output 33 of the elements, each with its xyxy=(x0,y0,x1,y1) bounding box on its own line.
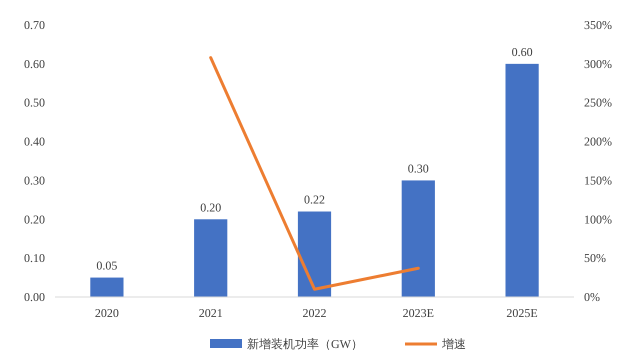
y2-tick-label: 100% xyxy=(584,212,612,226)
y2-tick-label: 200% xyxy=(584,134,612,149)
bar xyxy=(298,212,332,297)
y-tick-label: 0.00 xyxy=(24,290,45,304)
text: 0.60 xyxy=(512,44,533,59)
bar xyxy=(505,64,539,297)
y2-tick-label: 250% xyxy=(584,96,612,110)
legend-label: 新增装机功率（GW） xyxy=(247,337,363,351)
bar xyxy=(402,180,435,297)
bar xyxy=(90,278,124,297)
y-tick-label: 0.40 xyxy=(24,134,45,149)
y-tick-label: 0.60 xyxy=(24,56,45,71)
x-tick-label: 2025E xyxy=(506,306,538,320)
bar xyxy=(194,219,228,297)
y-tick-label: 0.50 xyxy=(24,96,45,110)
x-tick-label: 2020 xyxy=(94,306,119,320)
x-tick-label: 2023E xyxy=(402,306,434,320)
text: 0.20 xyxy=(200,200,222,214)
y2-tick-label: 0% xyxy=(584,290,600,304)
legend-label: 增速 xyxy=(441,337,466,351)
x-tick-label: 2022 xyxy=(302,306,326,320)
y-tick-label: 0.30 xyxy=(24,173,45,188)
text: 0.05 xyxy=(96,258,118,273)
text: 0.30 xyxy=(408,161,429,176)
y2-tick-label: 50% xyxy=(584,251,606,266)
y2-tick-label: 350% xyxy=(584,18,612,32)
x-tick-label: 2021 xyxy=(198,306,223,320)
y-tick-label: 0.10 xyxy=(24,251,45,266)
y-tick-label: 0.20 xyxy=(24,212,45,226)
y2-tick-label: 300% xyxy=(584,56,612,71)
text: 0.22 xyxy=(304,192,325,207)
y-tick-label: 0.70 xyxy=(24,18,45,32)
y2-tick-label: 150% xyxy=(584,173,612,188)
